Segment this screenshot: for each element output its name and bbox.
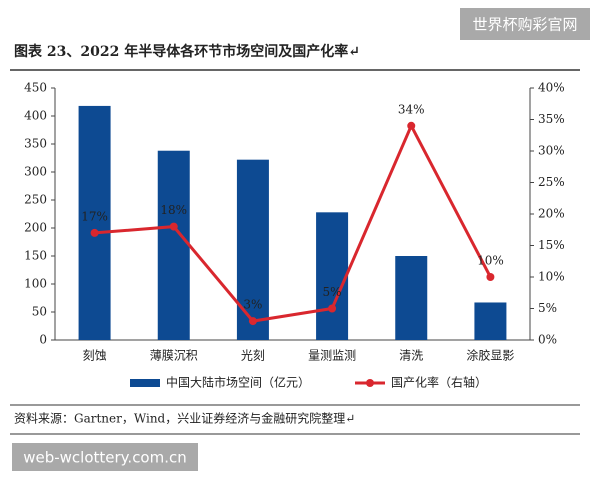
y2-tick-label: 40%	[538, 81, 565, 95]
bar	[395, 256, 428, 340]
bar	[236, 159, 269, 340]
y-tick-label: 300	[24, 165, 47, 179]
y-tick-label: 400	[24, 109, 47, 123]
y-tick-label: 100	[24, 277, 47, 291]
line-point	[407, 121, 416, 130]
data-label: 34%	[398, 102, 425, 116]
line	[94, 122, 492, 323]
y-tick-label: 50	[32, 305, 47, 319]
y2-tick-label: 10%	[538, 270, 565, 284]
y2-tick-label: 15%	[538, 238, 565, 252]
chart-title: 图表 23、2022 年半导体各环节市场空间及国产化率↵	[14, 43, 360, 60]
x-tick-label: 涂胶显影	[466, 348, 514, 363]
x-tick-label: 薄膜沉积	[150, 348, 198, 363]
y2-tick-label: 0%	[538, 333, 557, 347]
watermark: 世界杯购彩官网	[472, 16, 577, 34]
legend-swatch	[130, 379, 160, 387]
data-label: 17%	[81, 209, 108, 223]
watermark-box	[460, 8, 590, 40]
y2-tick-label: 25%	[538, 175, 565, 189]
x-tick-label: 清洗	[399, 349, 423, 363]
line-point	[486, 273, 495, 281]
line-point	[90, 228, 99, 237]
watermark-box	[12, 443, 198, 471]
bar	[78, 105, 111, 340]
line-point	[169, 222, 178, 231]
bar	[157, 150, 190, 340]
y-tick-label: 450	[24, 81, 47, 95]
bar	[474, 302, 507, 340]
x-tick-label: 刻蚀	[83, 349, 107, 363]
y-tick-label: 250	[24, 193, 47, 207]
x-tick-label: 量测监测	[308, 349, 356, 363]
legend-label: 中国大陆市场空间（亿元）	[166, 375, 310, 390]
y2-tick-label: 20%	[538, 207, 565, 221]
y-tick-label: 200	[24, 221, 47, 235]
data-label: 18%	[160, 203, 187, 217]
data-label: 5%	[323, 285, 342, 299]
data-label: 3%	[243, 298, 262, 312]
line-point	[328, 304, 337, 313]
bar	[316, 212, 349, 340]
legend-label: 国产化率（右轴）	[391, 375, 487, 390]
y2-tick-label: 30%	[538, 144, 565, 158]
x-tick-label: 光刻	[241, 349, 265, 363]
y-tick-label: 350	[24, 137, 47, 151]
y2-tick-label: 5%	[538, 301, 557, 315]
y2-tick-label: 35%	[538, 112, 565, 126]
line-point	[248, 317, 257, 326]
source-note: 资料来源：Gartner，Wind，兴业证券经济与金融研究院整理↵	[14, 411, 355, 426]
y-tick-label: 150	[24, 249, 47, 263]
legend-swatch	[366, 379, 374, 387]
data-label: 10%	[477, 254, 504, 268]
watermark: web-wclottery.com.cn	[23, 449, 187, 467]
y-tick-label: 0	[39, 333, 47, 347]
